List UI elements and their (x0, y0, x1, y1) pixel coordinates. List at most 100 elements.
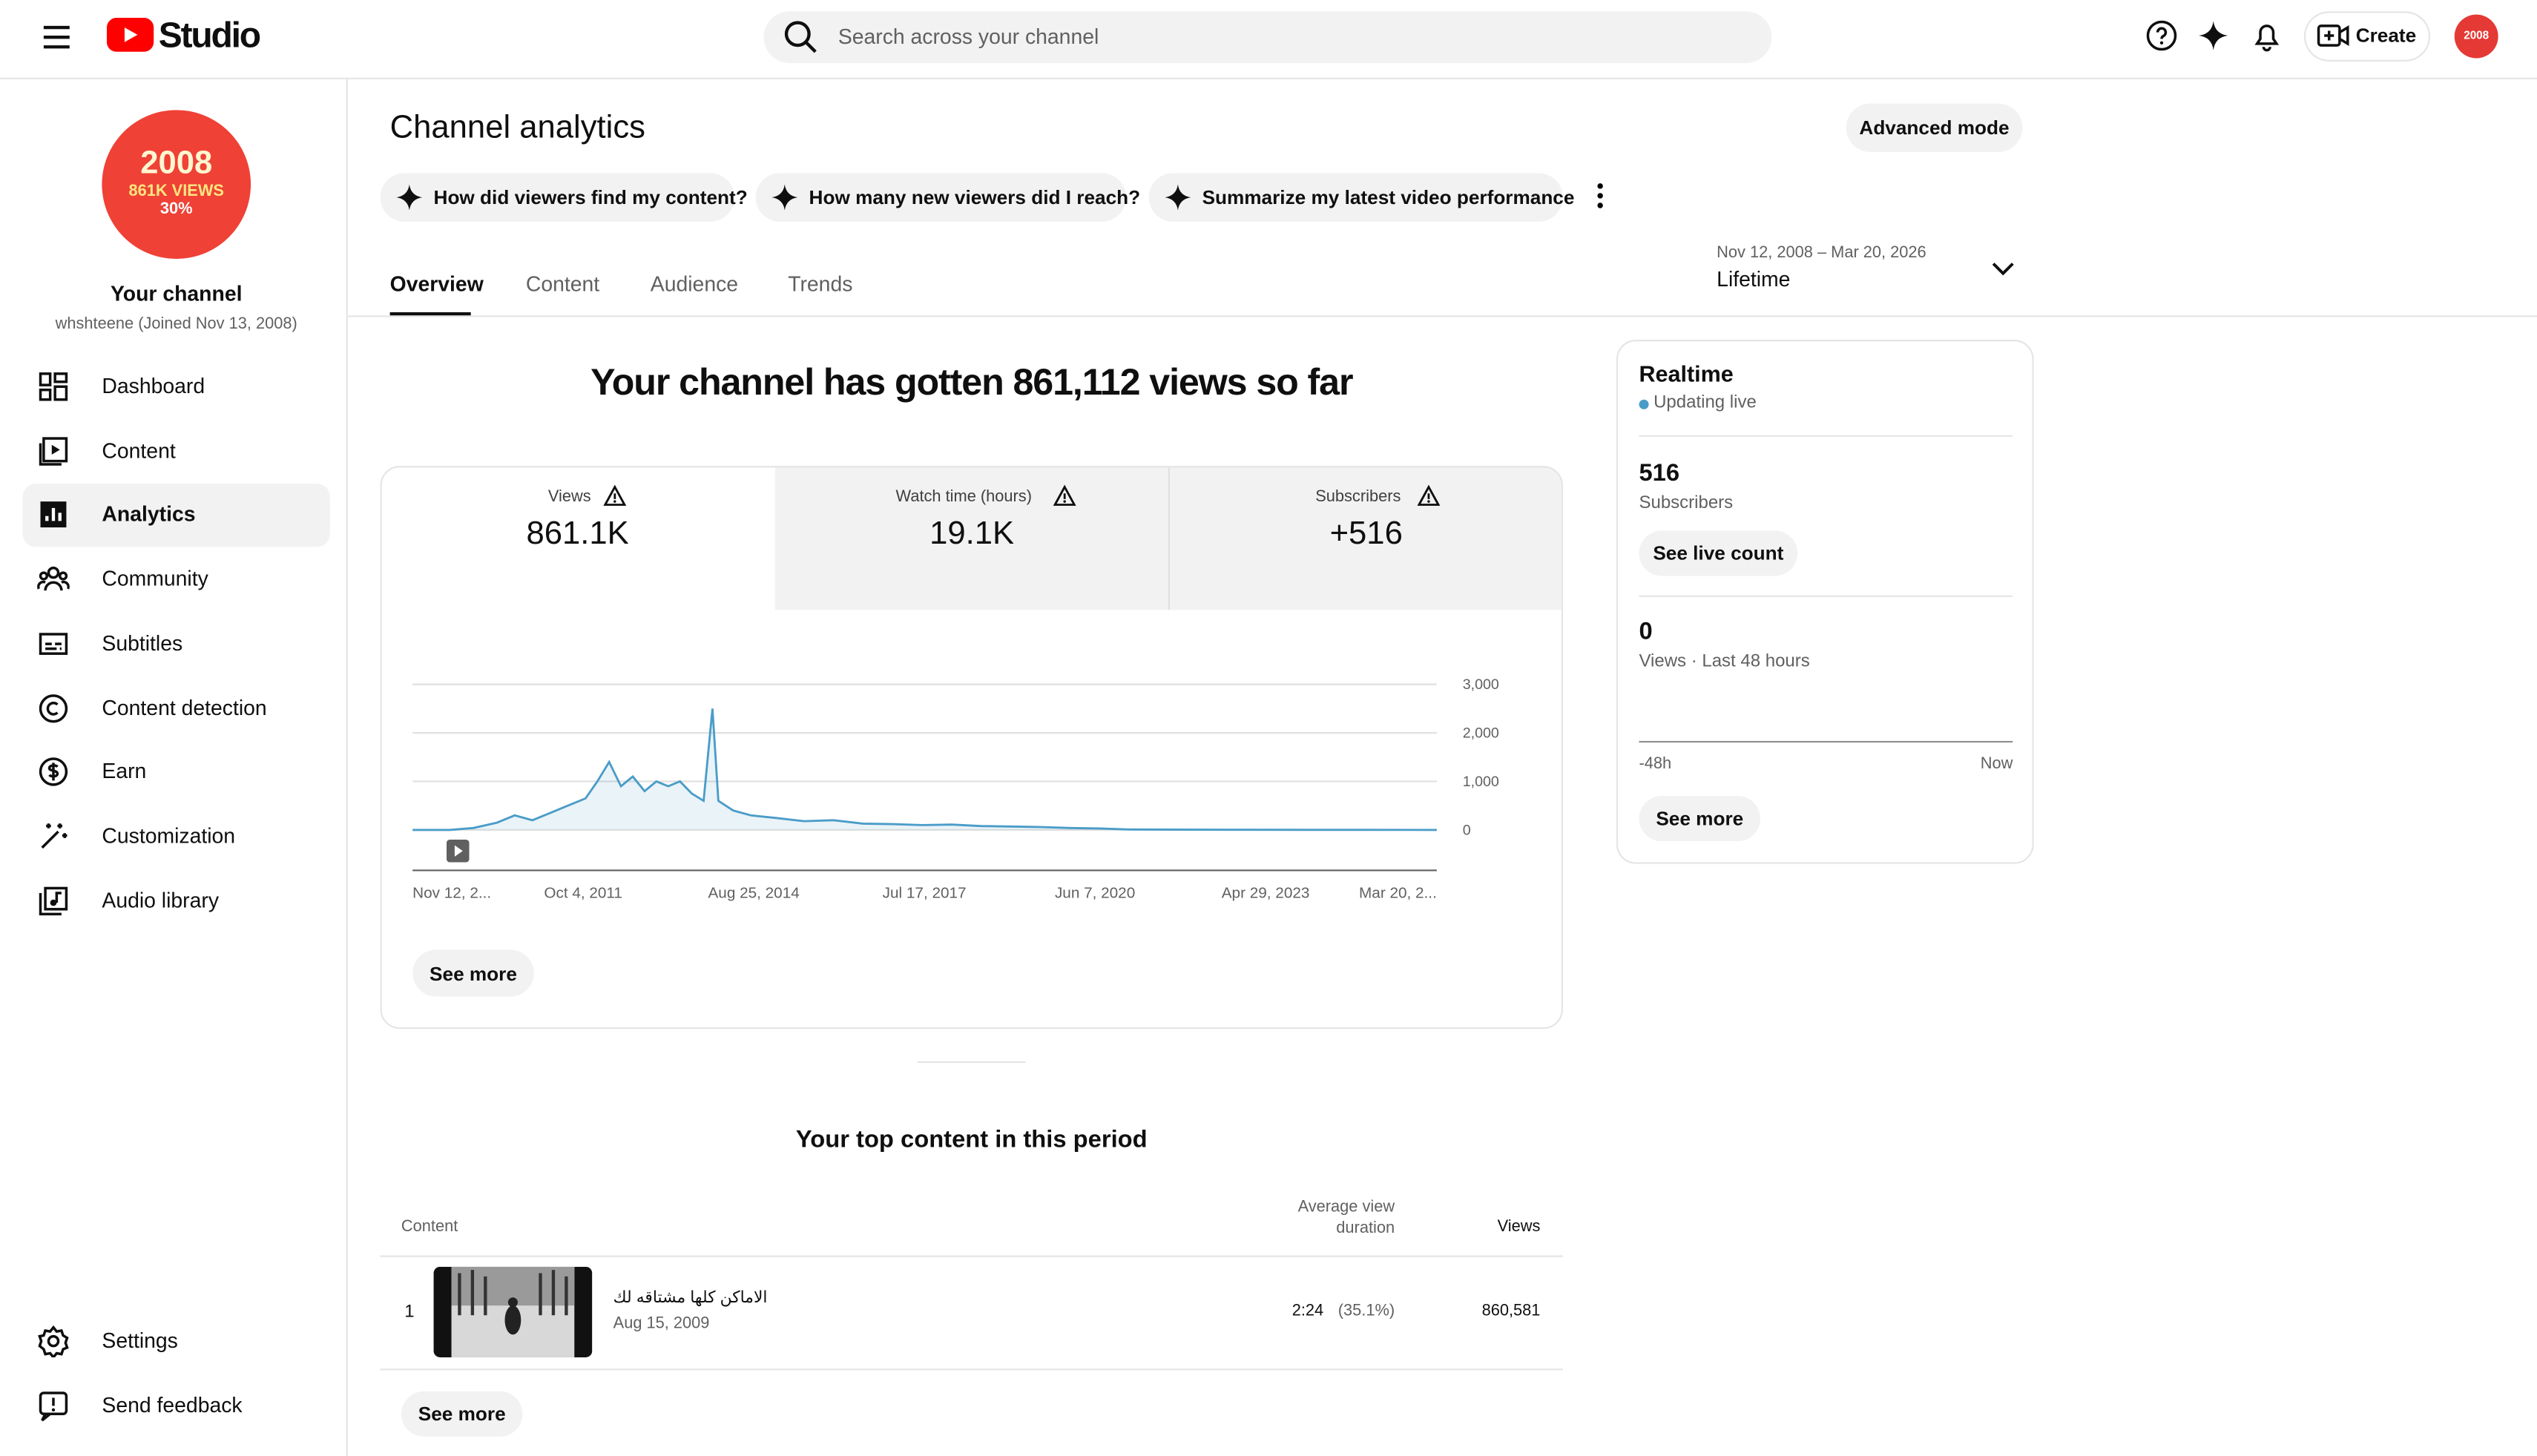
nav-icon (40, 501, 67, 528)
metric-label[interactable]: Subscribers (1315, 488, 1401, 507)
column-header: Average view duration (1297, 1199, 1395, 1238)
nav-item[interactable]: Subtitles (102, 630, 183, 655)
prompt-text[interactable]: How did viewers find my content? (433, 185, 748, 209)
sparkle-icon[interactable] (2197, 19, 2233, 55)
help-icon[interactable] (2145, 19, 2181, 55)
row-title[interactable]: الاماكن كلها مشتاقه لك (613, 1289, 768, 1308)
search-icon (784, 21, 817, 53)
tab[interactable]: Content (525, 271, 600, 297)
nav-item[interactable]: Content detection (102, 694, 267, 719)
nav-icon (39, 632, 68, 655)
sparkle-icon (1165, 184, 1191, 211)
video-thumbnail[interactable] (433, 1266, 593, 1357)
tab[interactable]: Overview (389, 271, 484, 297)
tab-underline (389, 312, 471, 316)
views-value: 0 (1639, 618, 1653, 646)
row-views: 860,581 (1481, 1302, 1541, 1320)
row-duration: 2:24 (1291, 1302, 1324, 1320)
warning-icon (1417, 484, 1441, 506)
nav-icon (39, 1391, 68, 1422)
line (412, 708, 1437, 831)
nav-item[interactable]: Customization (102, 823, 236, 848)
more-icon[interactable] (1589, 179, 1612, 212)
metric-label[interactable]: Watch time (hours) (895, 488, 1032, 507)
headline: Your channel has gotten 861,112 views so… (590, 360, 1353, 403)
top-content-see-more[interactable]: See more (401, 1391, 523, 1437)
realtime-divider (1639, 435, 2013, 437)
nav-icon (39, 372, 68, 401)
prompt-text[interactable]: Summarize my latest video performance (1202, 185, 1575, 209)
top-content-title: Your top content in this period (795, 1126, 1148, 1154)
x-tick-label: Apr 29, 2023 (1222, 885, 1310, 902)
tab[interactable]: Trends (788, 271, 853, 297)
realtime-see-more[interactable]: See more (1639, 796, 1761, 842)
logo-icon[interactable] (106, 17, 155, 53)
metric-label[interactable]: Views (547, 488, 591, 507)
nav-icon (39, 757, 68, 786)
nav-item[interactable]: Content (102, 438, 176, 463)
tabs-border (347, 315, 2537, 317)
prompt-chip[interactable] (755, 173, 1127, 222)
metric-value[interactable]: 861.1K (526, 515, 629, 552)
nav-icon (39, 436, 68, 466)
sparkle-icon (396, 184, 423, 211)
channel-name[interactable]: Your channel (110, 281, 243, 306)
sidebar-border (346, 79, 348, 1456)
x-tick-label: Aug 25, 2014 (708, 885, 799, 902)
menu-icon[interactable] (39, 19, 74, 55)
prompt-chip[interactable] (1148, 173, 1563, 222)
period[interactable]: Lifetime (1717, 266, 1791, 291)
sparkle-icon (771, 184, 798, 211)
x-tick-label: Mar 20, 2... (1359, 885, 1437, 902)
metric-value[interactable]: 19.1K (929, 515, 1015, 552)
channel-avatar[interactable]: 2008 861K VIEWS 30% (102, 110, 251, 259)
y-tick-label: 1,000 (1463, 774, 1499, 790)
x-tick-label: Jun 7, 2020 (1055, 885, 1135, 902)
nav-item[interactable]: Dashboard (102, 373, 205, 398)
nav-highlight (22, 484, 330, 548)
avatar-line3: 30% (159, 200, 193, 219)
views-label: Views · Last 48 hours (1639, 651, 1810, 672)
live-count-button[interactable]: See live count (1639, 530, 1798, 576)
y-tick-label: 2,000 (1463, 725, 1499, 742)
prompt-text[interactable]: How many new viewers did I reach? (809, 185, 1141, 209)
video-marker[interactable] (446, 840, 470, 863)
warning-icon (1052, 484, 1076, 506)
nav-icon (38, 1325, 69, 1357)
table-line (380, 1368, 1563, 1371)
y-tick-label: 0 (1463, 822, 1471, 838)
nav-icon (37, 567, 70, 591)
nav-item[interactable]: Send feedback (102, 1392, 243, 1417)
chevron-icon[interactable] (1990, 257, 2016, 280)
avatar-line1: 2008 (140, 145, 213, 182)
create-label[interactable]: Create (2355, 24, 2417, 47)
page-title: Channel analytics (389, 110, 645, 146)
create-button[interactable] (2303, 11, 2431, 62)
realtime-axis-end: Now (1980, 755, 2013, 774)
area (412, 708, 1437, 830)
nav-item[interactable]: Settings (102, 1328, 178, 1353)
metric-divider (1168, 467, 1170, 610)
metric-value[interactable]: +516 (1329, 515, 1403, 552)
bell-icon[interactable] (2251, 19, 2286, 55)
nav-item[interactable]: Earn (102, 759, 147, 784)
search-box[interactable] (763, 11, 1772, 64)
subs-label: Subscribers (1639, 493, 1734, 513)
avatar-line2: 861K VIEWS (128, 182, 224, 201)
views-chart: 0 1,000 2,000 3,000 Nov 12, 2... Oct 4, 2011 A… (412, 676, 1499, 902)
x-tick-label: Jul 17, 2017 (883, 885, 967, 902)
realtime-title: Realtime (1639, 360, 1734, 387)
nav-item[interactable]: Analytics (102, 501, 196, 527)
date-range[interactable]: Nov 12, 2008 – Mar 20, 2026 (1717, 244, 1926, 263)
advanced-mode-button[interactable]: Advanced mode (1846, 103, 2023, 153)
see-more-button[interactable]: See more (412, 949, 534, 997)
header-avatar[interactable]: 2008 (2454, 14, 2498, 59)
nav-item[interactable]: Audio library (102, 887, 220, 912)
tab[interactable]: Audience (650, 271, 739, 297)
nav-item[interactable]: Community (102, 566, 208, 591)
logo-text[interactable]: Studio (158, 14, 261, 56)
row-percent: (35.1%) (1337, 1302, 1395, 1320)
prompt-chip[interactable] (380, 173, 735, 222)
realtime-axis-start: -48h (1639, 755, 1672, 774)
